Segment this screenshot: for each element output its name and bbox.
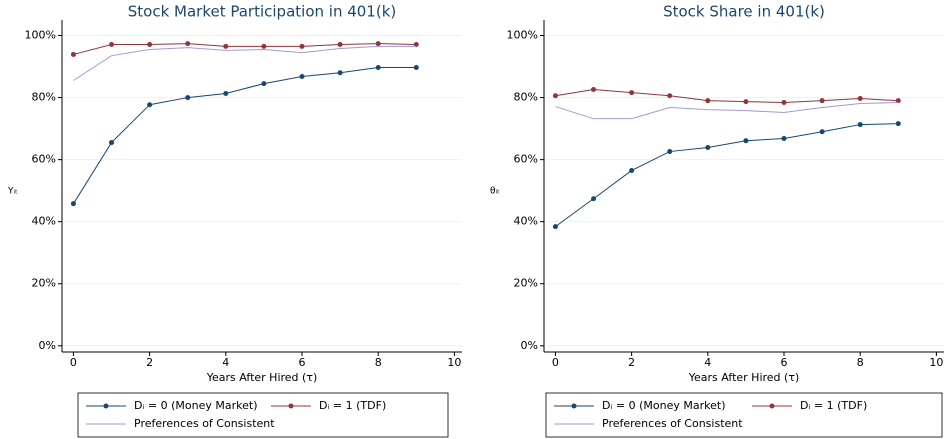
point bbox=[629, 167, 635, 173]
x-tick-label: 8 bbox=[375, 356, 382, 369]
chart-title: Stock Market Participation in 401(k) bbox=[128, 3, 396, 21]
point bbox=[299, 43, 305, 49]
series-line bbox=[555, 88, 899, 104]
y-tick-label: 40% bbox=[514, 215, 538, 228]
point bbox=[337, 42, 343, 48]
x-tick-label: 8 bbox=[857, 356, 864, 369]
y-tick-label: 100% bbox=[25, 29, 56, 42]
series-line bbox=[555, 123, 899, 228]
point bbox=[591, 87, 597, 93]
point bbox=[591, 196, 597, 202]
x-tick-label: 6 bbox=[299, 356, 306, 369]
legend-label: Preferences of Consistent bbox=[602, 417, 743, 430]
point bbox=[857, 122, 863, 128]
point bbox=[743, 99, 749, 105]
x-tick-label: 10 bbox=[447, 356, 461, 369]
point bbox=[895, 98, 901, 104]
y-tick-label: 0% bbox=[39, 339, 56, 352]
x-tick-label: 4 bbox=[222, 356, 229, 369]
point bbox=[375, 41, 381, 47]
point bbox=[705, 145, 711, 151]
point bbox=[819, 98, 825, 104]
point bbox=[147, 42, 153, 48]
point bbox=[375, 64, 381, 70]
point bbox=[781, 100, 787, 106]
legend-marker bbox=[571, 403, 577, 409]
point bbox=[261, 43, 267, 49]
point bbox=[185, 41, 191, 47]
y-axis-label: θᵢₜ bbox=[490, 187, 500, 197]
y-tick-label: 0% bbox=[521, 339, 538, 352]
y-tick-label: 20% bbox=[514, 277, 538, 290]
series-line bbox=[73, 45, 417, 81]
point bbox=[743, 138, 749, 144]
point bbox=[552, 224, 558, 230]
legend-marker bbox=[288, 403, 294, 409]
series-line bbox=[73, 43, 417, 55]
x-tick-label: 10 bbox=[929, 356, 943, 369]
x-tick-label: 0 bbox=[70, 356, 77, 369]
legend-label: Dᵢ = 1 (TDF) bbox=[800, 399, 867, 412]
y-axis-label: Yᵢₜ bbox=[7, 187, 18, 197]
series-line bbox=[555, 102, 899, 120]
point bbox=[667, 93, 673, 99]
point bbox=[337, 70, 343, 76]
y-tick-label: 40% bbox=[32, 215, 56, 228]
series-line bbox=[73, 66, 417, 204]
point bbox=[552, 93, 558, 99]
legend-box bbox=[77, 392, 449, 438]
legend-label: Preferences of Consistent bbox=[134, 417, 275, 430]
x-axis-label: Years After Hired (τ) bbox=[206, 371, 318, 384]
legend-label: Dᵢ = 0 (Money Market) bbox=[134, 399, 258, 412]
point bbox=[413, 64, 419, 70]
y-tick-label: 60% bbox=[514, 153, 538, 166]
legend-label: Dᵢ = 0 (Money Market) bbox=[602, 399, 726, 412]
point bbox=[70, 201, 76, 207]
y-tick-label: 60% bbox=[32, 153, 56, 166]
point bbox=[109, 42, 115, 48]
point bbox=[185, 95, 191, 101]
point bbox=[109, 140, 115, 146]
x-tick-label: 6 bbox=[781, 356, 788, 369]
y-tick-label: 20% bbox=[32, 277, 56, 290]
point bbox=[629, 90, 635, 96]
legend-marker bbox=[103, 403, 109, 409]
point bbox=[819, 129, 825, 135]
legend-box bbox=[545, 392, 943, 438]
y-tick-label: 80% bbox=[514, 91, 538, 104]
y-tick-label: 100% bbox=[507, 29, 538, 42]
x-tick-label: 2 bbox=[146, 356, 153, 369]
point bbox=[299, 73, 305, 79]
point bbox=[223, 91, 229, 97]
point bbox=[857, 96, 863, 102]
x-axis-label: Years After Hired (τ) bbox=[688, 371, 800, 384]
y-tick-label: 80% bbox=[32, 91, 56, 104]
point bbox=[147, 102, 153, 108]
point bbox=[261, 81, 267, 87]
point bbox=[223, 43, 229, 49]
legend-marker bbox=[769, 403, 775, 409]
x-tick-label: 0 bbox=[552, 356, 559, 369]
chart-title: Stock Share in 401(k) bbox=[663, 3, 825, 21]
x-tick-label: 2 bbox=[628, 356, 635, 369]
x-tick-label: 4 bbox=[704, 356, 711, 369]
point bbox=[705, 98, 711, 104]
point bbox=[70, 51, 76, 57]
point bbox=[895, 121, 901, 127]
point bbox=[413, 42, 419, 48]
point bbox=[667, 149, 673, 155]
legend-label: Dᵢ = 1 (TDF) bbox=[319, 399, 386, 412]
point bbox=[781, 136, 787, 142]
